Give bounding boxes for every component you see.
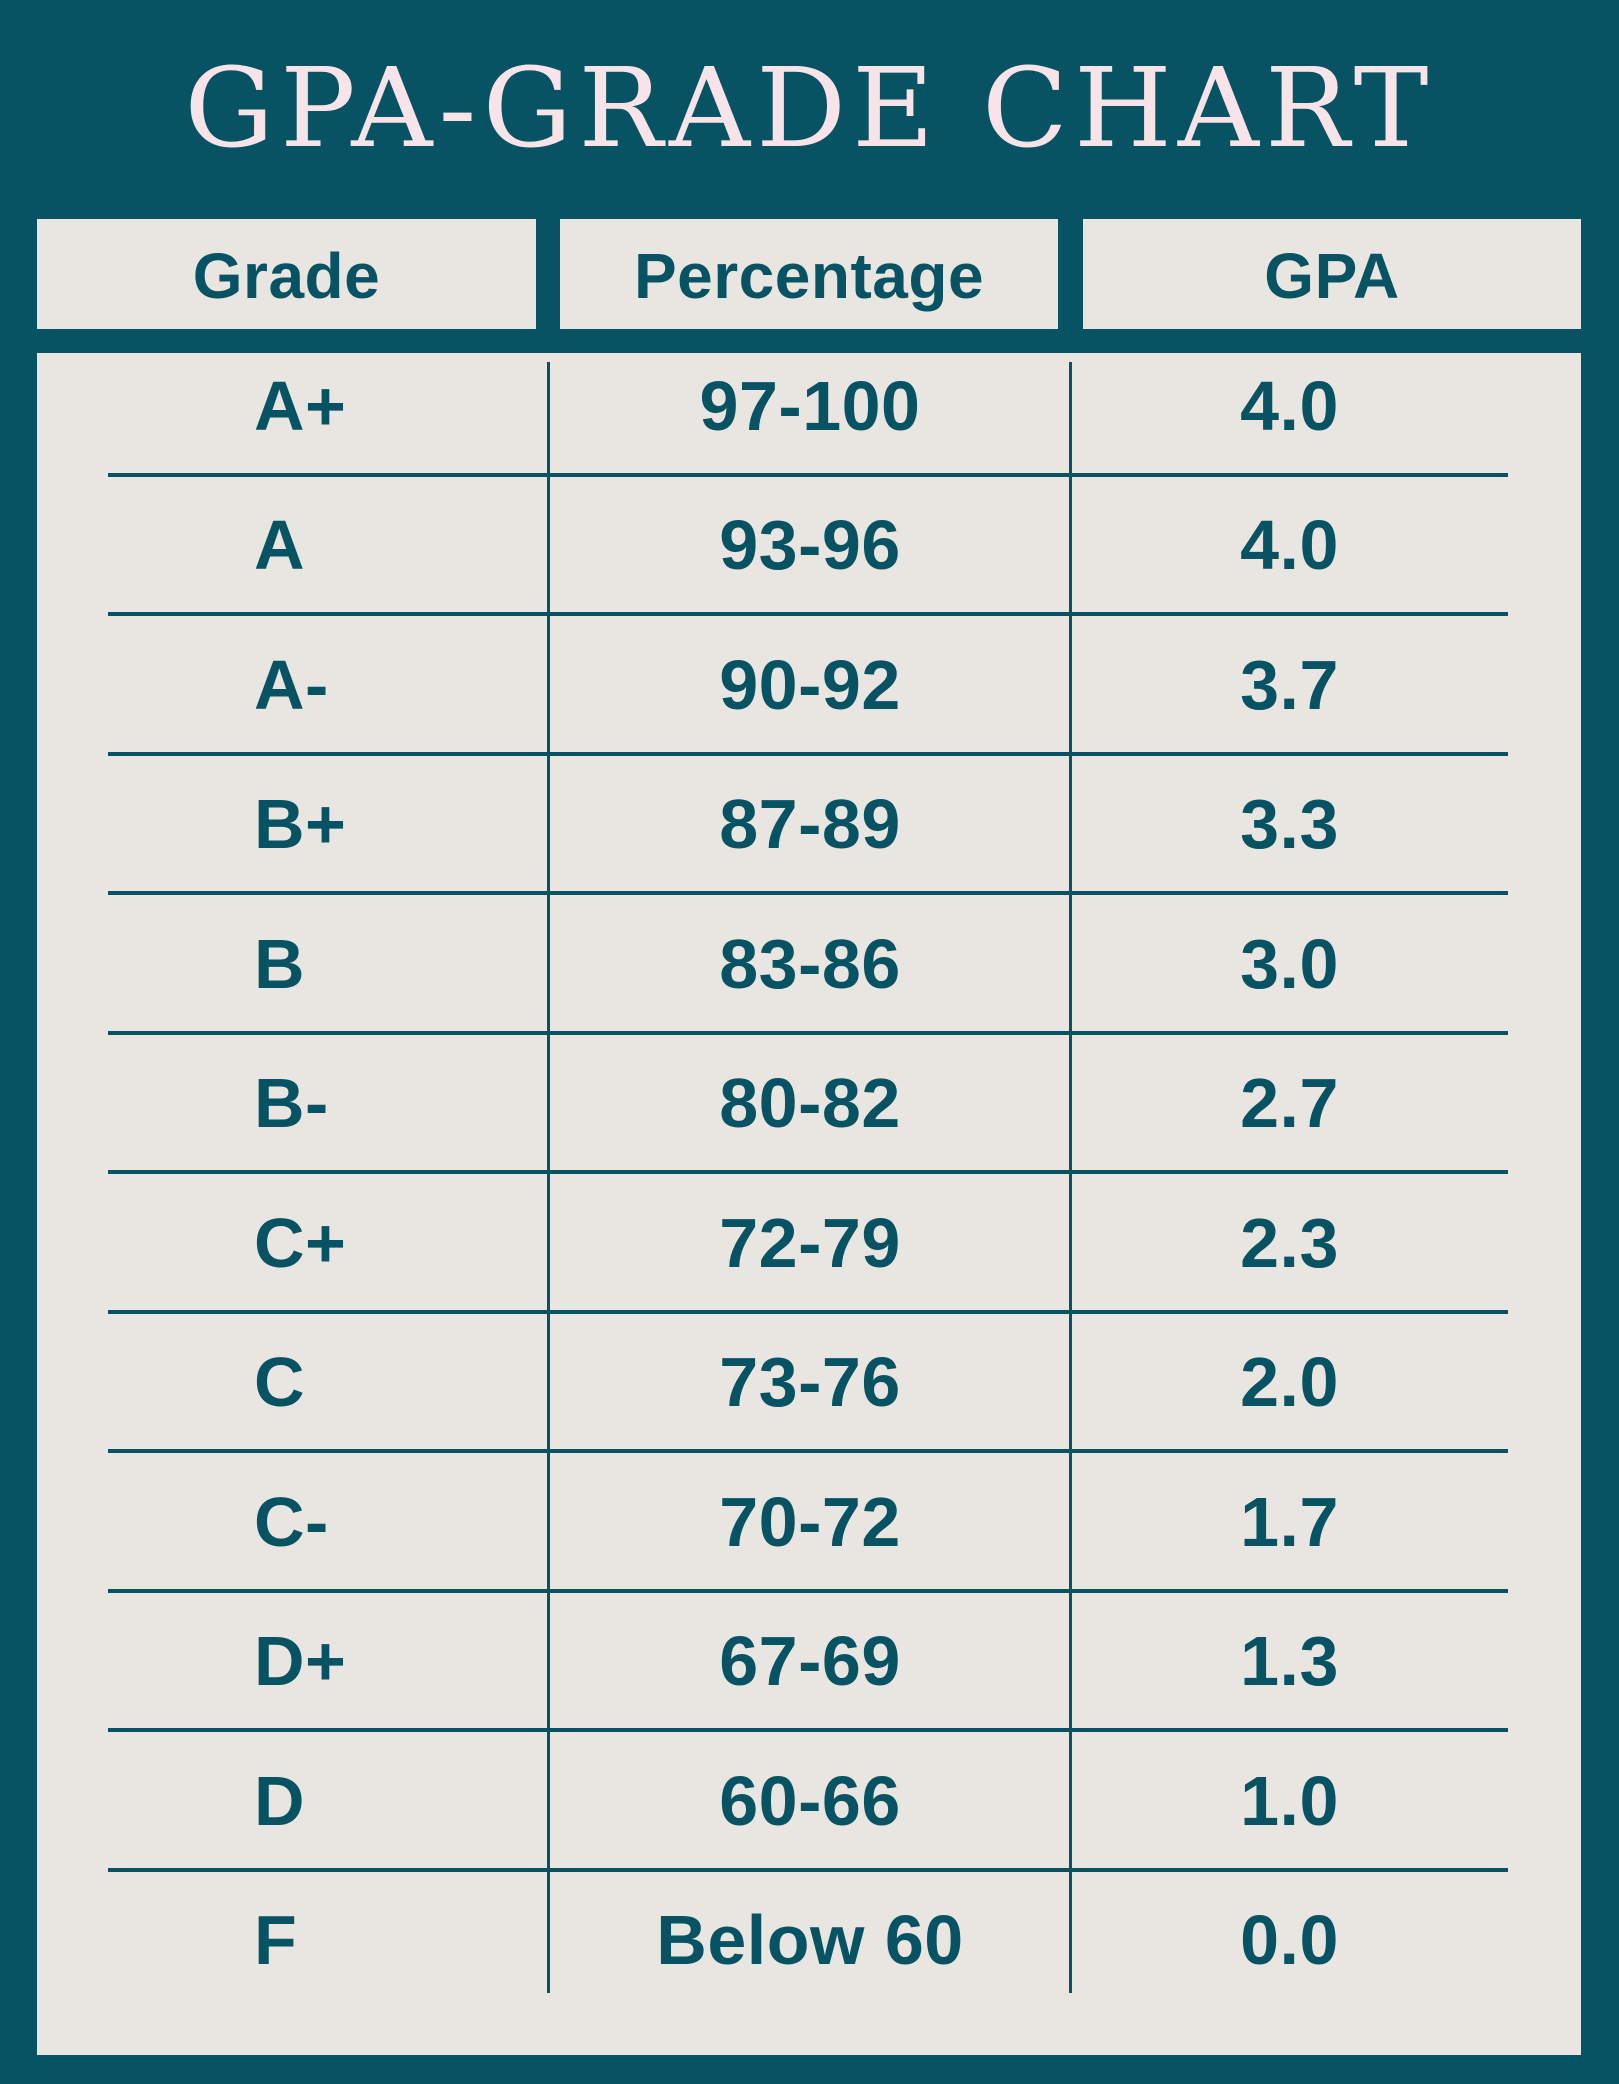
gpa-cell: 0.0 — [1240, 1900, 1339, 1979]
grade-cell: C- — [254, 1482, 329, 1561]
gpa-cell: 2.3 — [1240, 1203, 1339, 1282]
grade-cell: A- — [254, 645, 329, 724]
table-row: C 73-76 2.0 — [108, 1314, 1508, 1453]
gpa-cell: 2.0 — [1240, 1342, 1339, 1421]
header-gpa-label: GPA — [1264, 240, 1400, 312]
table-row: F Below 60 0.0 — [108, 1872, 1508, 2011]
table-row: D+ 67-69 1.3 — [108, 1593, 1508, 1732]
percentage-cell: 67-69 — [719, 1621, 901, 1700]
grade-cell: D — [254, 1761, 306, 1840]
percentage-cell: 73-76 — [719, 1342, 901, 1421]
gpa-cell: 4.0 — [1240, 366, 1339, 445]
gpa-cell: 1.0 — [1240, 1761, 1339, 1840]
header-body-separator — [37, 329, 1581, 353]
grade-cell: C+ — [254, 1203, 347, 1282]
grade-cell: A — [254, 505, 306, 584]
gpa-cell: 4.0 — [1240, 505, 1339, 584]
table-row: A- 90-92 3.7 — [108, 617, 1508, 756]
percentage-cell: 72-79 — [719, 1203, 901, 1282]
gpa-cell: 3.3 — [1240, 784, 1339, 863]
header-grade: Grade — [37, 219, 536, 329]
percentage-cell: 87-89 — [719, 784, 901, 863]
percentage-cell: 90-92 — [719, 645, 901, 724]
gpa-cell: 3.0 — [1240, 924, 1339, 1003]
percentage-cell: 93-96 — [719, 505, 901, 584]
percentage-cell: 83-86 — [719, 924, 901, 1003]
gpa-cell: 3.7 — [1240, 645, 1339, 724]
page-title: GPA-GRADE CHART — [184, 44, 1435, 172]
percentage-cell: 70-72 — [719, 1482, 901, 1561]
header-grade-label: Grade — [192, 240, 381, 312]
table-row: C- 70-72 1.7 — [108, 1454, 1508, 1593]
column-divider-1 — [547, 362, 550, 1993]
percentage-cell: 97-100 — [699, 366, 921, 445]
table-row: B+ 87-89 3.3 — [108, 756, 1508, 895]
percentage-cell: 80-82 — [719, 1063, 901, 1142]
grade-cell: B- — [254, 1063, 329, 1142]
table-row: A+ 97-100 4.0 — [108, 338, 1508, 477]
gpa-cell: 1.7 — [1240, 1482, 1339, 1561]
grade-cell: D+ — [254, 1621, 347, 1700]
grade-cell: F — [254, 1900, 298, 1979]
gpa-cell: 2.7 — [1240, 1063, 1339, 1142]
percentage-cell: 60-66 — [719, 1761, 901, 1840]
table-row: B 83-86 3.0 — [108, 896, 1508, 1035]
table-row: C+ 72-79 2.3 — [108, 1175, 1508, 1314]
column-divider-2 — [1069, 362, 1072, 1993]
grade-cell: A+ — [254, 366, 347, 445]
gpa-cell: 1.3 — [1240, 1621, 1339, 1700]
table-row: B- 80-82 2.7 — [108, 1035, 1508, 1174]
grade-cell: B+ — [254, 784, 347, 863]
header-gpa: GPA — [1083, 219, 1581, 329]
header-percentage-label: Percentage — [633, 240, 985, 312]
grade-cell: B — [254, 924, 306, 1003]
grade-cell: C — [254, 1342, 306, 1421]
header-percentage: Percentage — [560, 219, 1058, 329]
table-row: D 60-66 1.0 — [108, 1733, 1508, 1872]
table-row: A 93-96 4.0 — [108, 477, 1508, 616]
percentage-cell: Below 60 — [656, 1900, 964, 1979]
table-body-panel — [37, 331, 1581, 2055]
